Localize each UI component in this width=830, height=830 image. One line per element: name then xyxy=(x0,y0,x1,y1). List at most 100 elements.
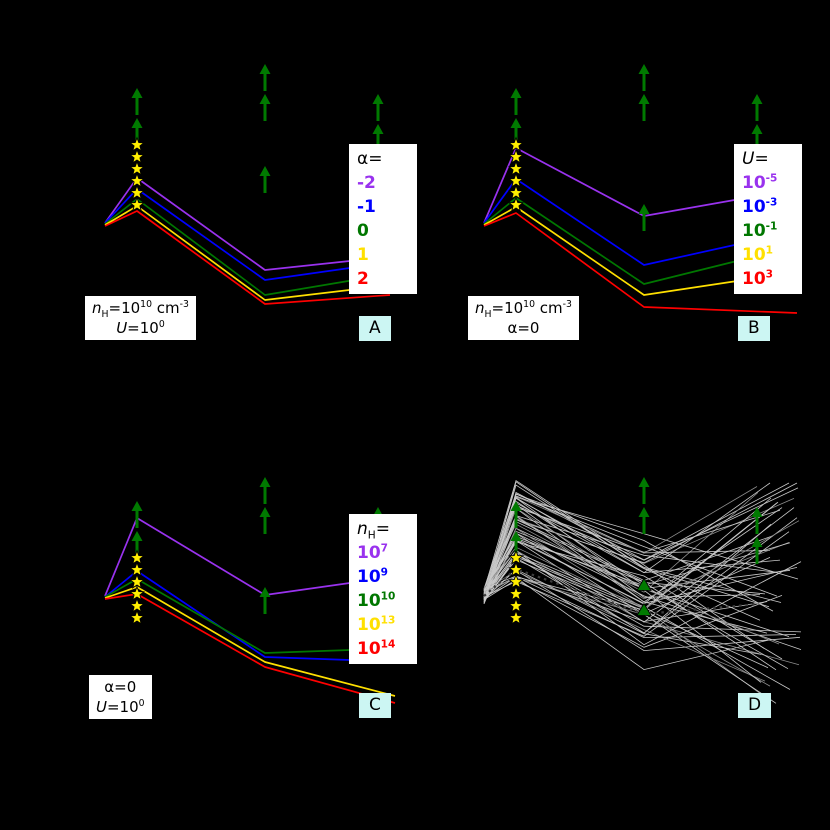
panel-B-info: nH=1010 cm-3 α=0 xyxy=(468,296,579,340)
legend-entry: -2 xyxy=(357,173,376,193)
lower-limit-arrow-icon xyxy=(259,507,271,534)
series-line-alpha=-2 xyxy=(104,177,379,271)
model-grid-line xyxy=(483,479,765,649)
lower-limit-arrow-icon xyxy=(259,587,271,614)
lower-limit-arrow-icon xyxy=(638,64,650,91)
star-marker xyxy=(128,184,146,200)
star-marker xyxy=(128,160,146,176)
arrow-head xyxy=(259,166,271,176)
panel-C-label: C xyxy=(359,693,391,718)
arrow-head xyxy=(259,94,271,104)
star-marker xyxy=(128,148,146,164)
arrow-head xyxy=(510,531,522,541)
legend-entry: 1 xyxy=(357,245,369,265)
panel-A-info: nH=1010 cm-3 U=100 xyxy=(85,296,196,340)
panel-B-label: B xyxy=(738,316,770,341)
legend-title: α= xyxy=(357,149,383,169)
panel-A-label: A xyxy=(359,316,391,341)
lower-limit-arrow-icon xyxy=(259,94,271,121)
model-grid-line xyxy=(483,484,782,603)
star-marker xyxy=(507,585,525,601)
lower-limit-arrow-icon xyxy=(751,537,763,564)
star-marker xyxy=(128,609,146,625)
model-grid-line xyxy=(483,515,778,594)
arrow-head xyxy=(510,501,522,511)
lower-limit-arrow-icon xyxy=(259,64,271,91)
lower-limit-arrow-icon xyxy=(131,88,143,115)
model-grid-line xyxy=(483,520,800,609)
model-grid-line xyxy=(483,539,798,604)
panel-B-legend: U= 10-5 10-3 10-1 101 103 xyxy=(734,144,802,294)
model-grid-line xyxy=(483,527,766,698)
arrow-head xyxy=(751,537,763,547)
model-grid-line xyxy=(483,532,777,704)
parameter-text: U=100 xyxy=(96,698,145,716)
arrow-head xyxy=(751,124,763,134)
lower-limit-arrow-icon xyxy=(372,94,384,121)
lower-limit-arrow-icon xyxy=(638,204,650,231)
legend-entry: -1 xyxy=(357,197,376,217)
legend-entry: 107 xyxy=(357,542,388,563)
model-grid-line xyxy=(483,531,790,637)
arrow-head xyxy=(751,94,763,104)
arrow-head xyxy=(510,118,522,128)
star-marker xyxy=(128,585,146,601)
star-marker xyxy=(128,597,146,613)
model-grid-line xyxy=(483,507,780,645)
series-line-U=1e1 xyxy=(483,206,758,296)
model-grid-line xyxy=(483,549,802,646)
panel-A-legend: α= -2 -1 0 1 2 xyxy=(349,144,417,294)
lower-limit-arrow-icon xyxy=(131,501,143,528)
arrow-head xyxy=(372,94,384,104)
arrow-head xyxy=(751,507,763,517)
series-line-nH=1e13 xyxy=(104,586,396,697)
model-grid-line xyxy=(483,507,783,603)
star-marker xyxy=(507,148,525,164)
lower-limit-arrow-icon xyxy=(510,88,522,115)
lower-limit-arrow-icon xyxy=(510,501,522,528)
series-line-U=1e-5 xyxy=(483,147,758,224)
series-line-nH=1e7 xyxy=(104,517,379,597)
star-marker xyxy=(507,549,525,565)
legend-entry: 1013 xyxy=(357,614,396,635)
arrow-head xyxy=(638,507,650,517)
panel-C-legend: nH= 107 109 1010 1013 1014 xyxy=(349,514,417,664)
arrow-head xyxy=(638,64,650,74)
arrow-head xyxy=(259,587,271,597)
panel-D-plot xyxy=(483,477,802,704)
legend-entry: 109 xyxy=(357,566,388,587)
series-line-U=1e-3 xyxy=(483,178,758,266)
arrow-head xyxy=(131,88,143,98)
series-line-alpha=1 xyxy=(104,205,384,301)
star-marker xyxy=(507,160,525,176)
lower-limit-arrow-icon xyxy=(259,166,271,193)
series-line-nH=1e9 xyxy=(104,570,379,662)
lower-limit-arrow-icon xyxy=(638,507,650,534)
star-marker xyxy=(507,573,525,589)
panel-D-label: D xyxy=(738,693,772,718)
panel-B: U= 10-5 10-3 10-1 101 103 nH=1010 cm-3 α=0 B xyxy=(462,8,807,360)
lower-limit-arrow-icon xyxy=(751,507,763,534)
model-grid-line xyxy=(483,576,797,639)
star-marker xyxy=(128,561,146,577)
star-marker xyxy=(128,196,146,212)
panel-C: nH= 107 109 1010 1013 1014 α=0 U=100 C xyxy=(83,421,428,773)
series-line-U=1e-1 xyxy=(483,197,758,285)
series-line-nH=1e14 xyxy=(104,593,396,704)
best-fit-dotted-line xyxy=(483,567,760,616)
star-marker xyxy=(128,573,146,589)
arrow-head xyxy=(638,94,650,104)
star-marker xyxy=(128,549,146,565)
arrow-head xyxy=(131,118,143,128)
model-grid-line xyxy=(483,557,771,615)
star-marker xyxy=(507,561,525,577)
model-grid-line xyxy=(483,501,779,611)
series-line-alpha=-1 xyxy=(104,188,379,281)
arrow-head xyxy=(638,204,650,214)
parameter-text: U=100 xyxy=(116,319,165,337)
model-grid-line xyxy=(483,493,774,612)
legend-entry: 10-3 xyxy=(742,196,778,217)
star-marker xyxy=(507,184,525,200)
arrow-head xyxy=(510,88,522,98)
